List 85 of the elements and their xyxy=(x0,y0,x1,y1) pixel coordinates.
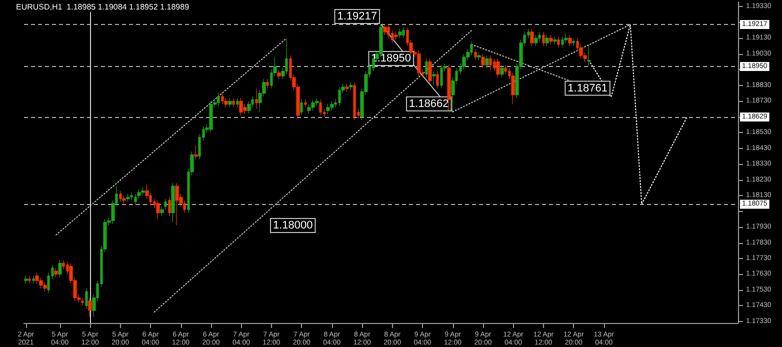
candlestick xyxy=(255,88,258,110)
candlestick xyxy=(160,206,164,216)
candlestick xyxy=(530,28,534,46)
candlestick xyxy=(232,98,235,108)
candlestick xyxy=(194,144,198,160)
candlestick xyxy=(402,26,405,38)
candlestick xyxy=(538,32,541,42)
candlestick xyxy=(489,55,492,72)
candlestick xyxy=(307,104,311,114)
candlestick xyxy=(496,58,500,78)
candlestick xyxy=(156,200,160,220)
candlestick xyxy=(32,275,35,284)
candlestick xyxy=(164,198,167,210)
candlestick xyxy=(28,275,31,284)
candlestick xyxy=(330,100,334,111)
candlestick xyxy=(88,298,92,318)
candlestick xyxy=(239,98,243,116)
candlestick xyxy=(425,58,428,78)
candlestick xyxy=(549,34,553,45)
candlestick xyxy=(545,34,549,46)
candlestick xyxy=(277,69,281,80)
candlestick xyxy=(326,104,330,114)
data-label: 1.19217 xyxy=(337,10,377,22)
candlestick xyxy=(304,99,307,108)
candlestick xyxy=(481,54,485,68)
candlestick xyxy=(130,192,133,201)
candlestick xyxy=(134,194,137,206)
candlestick xyxy=(81,298,84,306)
candlestick xyxy=(247,100,251,114)
candlestick xyxy=(62,260,65,270)
candlestick xyxy=(43,282,47,292)
candlestick xyxy=(398,28,402,38)
candlestick xyxy=(436,70,439,89)
candlestick xyxy=(58,260,62,278)
candlestick xyxy=(534,34,538,46)
candlestick xyxy=(557,36,560,48)
candlestick xyxy=(504,64,507,75)
candlestick xyxy=(561,36,564,48)
candlestick xyxy=(168,196,171,216)
candlestick xyxy=(319,99,322,116)
candlestick xyxy=(54,268,58,278)
candlestick xyxy=(171,182,175,223)
candlestick xyxy=(300,99,303,116)
candlestick xyxy=(221,92,224,105)
candlestick xyxy=(432,70,436,86)
candlestick xyxy=(440,64,443,89)
candlestick xyxy=(315,98,319,106)
candlestick xyxy=(266,78,269,89)
candlestick xyxy=(119,190,122,202)
candlestick xyxy=(209,100,213,133)
candlestick xyxy=(236,98,239,108)
candlestick xyxy=(311,99,315,111)
candlestick xyxy=(500,64,504,78)
candlestick xyxy=(587,45,591,66)
candlestick xyxy=(85,288,88,310)
candlestick xyxy=(568,34,572,46)
candlestick xyxy=(474,48,477,61)
candlestick xyxy=(126,194,130,202)
candlestick xyxy=(572,38,575,46)
data-label: 1.18761 xyxy=(568,82,608,94)
candlestick xyxy=(122,195,126,204)
candlestick xyxy=(349,82,353,90)
candlestick xyxy=(417,50,421,76)
candlestick xyxy=(553,36,557,45)
candlestick xyxy=(383,25,387,36)
annotation: 1.18000 xyxy=(273,220,313,232)
candlestick xyxy=(175,182,179,226)
chart-title: EURUSD,H1 1.18985 1.19084 1.18952 1.18989 xyxy=(16,2,190,12)
candlestick xyxy=(485,55,489,68)
candlestick xyxy=(394,32,398,40)
candlestick xyxy=(470,41,473,56)
candlestick xyxy=(217,92,220,106)
candlestick xyxy=(428,58,432,84)
candlestick xyxy=(338,86,341,106)
candlestick xyxy=(542,32,545,46)
candlestick xyxy=(477,52,481,61)
candlestick xyxy=(285,38,288,75)
candlestick xyxy=(447,64,451,111)
candlestick xyxy=(564,33,568,44)
candlestick xyxy=(228,98,232,108)
candlestick xyxy=(345,84,349,92)
candlestick xyxy=(24,275,28,284)
candlestick xyxy=(224,98,228,108)
candlestick xyxy=(353,82,356,120)
candlestick xyxy=(141,187,145,196)
